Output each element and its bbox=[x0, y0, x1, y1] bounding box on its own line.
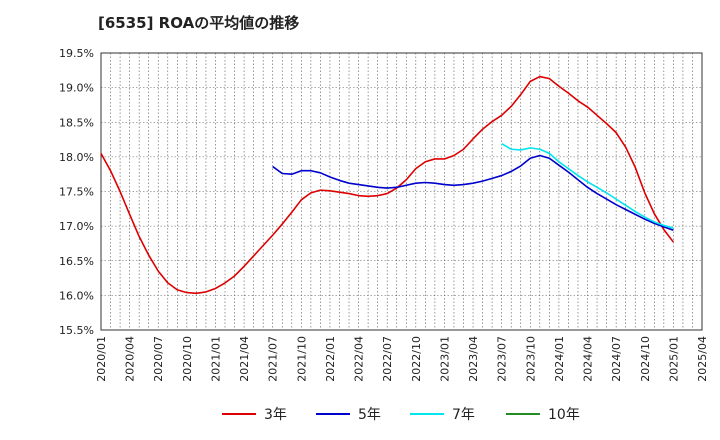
x-tick-label: 2021/01 bbox=[209, 336, 222, 382]
x-tick-label: 2022/07 bbox=[381, 336, 394, 382]
y-tick-label: 18.5% bbox=[59, 116, 94, 129]
x-tick-label: 2022/01 bbox=[324, 336, 337, 382]
x-tick-label: 2025/01 bbox=[667, 336, 680, 382]
legend-label: 10年 bbox=[548, 407, 580, 423]
legend-label: 7年 bbox=[452, 407, 475, 423]
y-tick-label: 18.0% bbox=[59, 151, 94, 164]
x-tick-label: 2023/01 bbox=[438, 336, 451, 382]
x-tick-label: 2021/07 bbox=[267, 336, 280, 382]
y-tick-label: 16.0% bbox=[59, 289, 94, 302]
y-tick-label: 19.0% bbox=[59, 82, 94, 95]
y-tick-label: 19.5% bbox=[59, 47, 94, 60]
x-tick-label: 2020/01 bbox=[95, 336, 108, 382]
x-tick-label: 2021/10 bbox=[295, 336, 308, 382]
x-tick-label: 2024/07 bbox=[610, 336, 623, 382]
x-tick-label: 2022/10 bbox=[410, 336, 423, 382]
x-tick-label: 2022/04 bbox=[353, 336, 366, 382]
y-tick-label: 17.0% bbox=[59, 220, 94, 233]
x-tick-label: 2020/04 bbox=[124, 336, 137, 382]
x-tick-label: 2023/04 bbox=[467, 336, 480, 382]
x-tick-label: 2023/10 bbox=[524, 336, 537, 382]
plot-area bbox=[101, 53, 702, 330]
plot-frame bbox=[100, 52, 703, 331]
x-tick-label: 2020/10 bbox=[181, 336, 194, 382]
x-tick-label: 2024/10 bbox=[639, 336, 652, 382]
x-tick-label: 2020/07 bbox=[152, 336, 165, 382]
x-tick-label: 2023/07 bbox=[496, 336, 509, 382]
x-tick-label: 2024/04 bbox=[582, 336, 595, 382]
legend-label: 3年 bbox=[264, 407, 287, 423]
x-tick-label: 2025/04 bbox=[696, 336, 709, 382]
x-tick-label: 2024/01 bbox=[553, 336, 566, 382]
legend-label: 5年 bbox=[358, 407, 381, 423]
x-tick-label: 2021/04 bbox=[238, 336, 251, 382]
series-line bbox=[272, 154, 674, 232]
series-line bbox=[501, 143, 674, 229]
y-tick-label: 17.5% bbox=[59, 186, 94, 199]
y-tick-label: 15.5% bbox=[59, 324, 94, 337]
chart-title: [6535] ROAの平均値の推移 bbox=[98, 14, 300, 32]
series-line bbox=[100, 75, 675, 295]
y-tick-label: 16.5% bbox=[59, 255, 94, 268]
